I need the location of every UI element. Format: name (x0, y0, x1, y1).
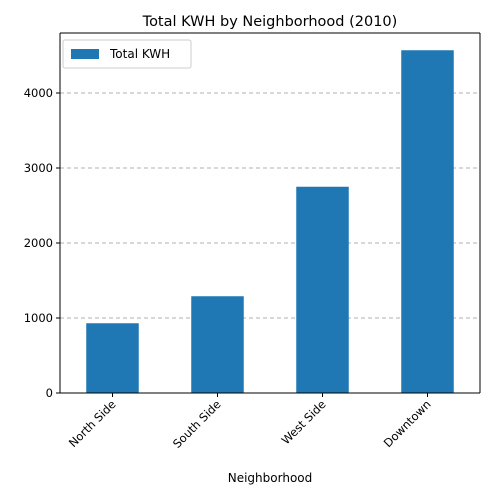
bars (86, 50, 454, 393)
legend-swatch (71, 49, 99, 59)
chart-title: Total KWH by Neighborhood (2010) (142, 14, 398, 30)
y-tick-label: 1000 (24, 311, 53, 325)
legend-frame (62, 39, 192, 69)
y-tick-label: 0 (46, 386, 53, 400)
y-axis-ticks: 0 1000 2000 3000 4000 (24, 86, 60, 400)
y-tick-label: 3000 (24, 161, 53, 175)
bar (401, 50, 454, 393)
bar (296, 186, 349, 393)
legend-label: Total KWH (109, 47, 170, 61)
bar (86, 323, 139, 393)
bar (191, 296, 244, 393)
y-tick-label: 4000 (24, 86, 53, 100)
legend: Total KWH (62, 39, 192, 69)
x-axis-label: Neighborhood (228, 471, 313, 485)
y-tick-label: 2000 (24, 236, 53, 250)
axes (59, 32, 481, 394)
